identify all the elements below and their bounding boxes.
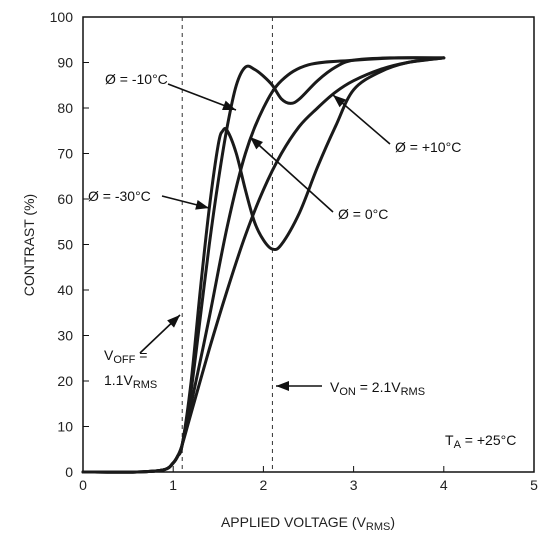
series-line-0 [81, 56, 446, 474]
arrow-zero-head [250, 137, 263, 150]
y-tick-labels: 0 10 20 30 40 50 60 70 80 90 100 [50, 9, 74, 480]
x-axis-title-main: APPLIED VOLTAGE (V [221, 514, 367, 530]
voff-v: V [104, 347, 114, 363]
ta-value: = +25°C [461, 432, 516, 448]
von-v: V [330, 379, 340, 395]
voff-rms: RMS [133, 379, 157, 391]
x-tick-label: 1 [169, 477, 177, 493]
y-tick-label: 30 [57, 328, 73, 344]
arrow-von-head [276, 381, 289, 391]
label-temperature: TA = +25°C [445, 432, 516, 451]
y-axis-title: CONTRAST (%) [21, 194, 37, 296]
voff-eq: = [135, 347, 147, 363]
label-minus10: Ø = -10°C [105, 71, 168, 87]
label-voff-line2: 1.1VRMS [104, 372, 157, 391]
reference-lines [181, 17, 273, 472]
x-tick-label: 3 [350, 477, 358, 493]
y-tick-label: 100 [50, 9, 74, 25]
x-tick-label: 5 [530, 477, 538, 493]
series-line-2 [81, 56, 446, 474]
arrow-minus30-head [195, 199, 209, 210]
series-line-3 [81, 56, 446, 474]
voff-value: 1.1V [104, 372, 133, 388]
arrow-voff-head [167, 315, 180, 328]
y-tick-label: 40 [57, 282, 73, 298]
von-sub: ON [339, 386, 356, 398]
y-tick-label: 70 [57, 146, 73, 162]
series-line-1 [81, 56, 446, 474]
arrow-minus10-head [222, 100, 236, 111]
x-tick-label: 2 [260, 477, 268, 493]
label-plus10: Ø = +10°C [395, 139, 461, 155]
x-axis-title-sub: RMS [366, 521, 390, 533]
voff-sub: OFF [113, 354, 135, 366]
von-value: = 2.1V [356, 379, 401, 395]
x-tick-labels: 0 1 2 3 4 5 [79, 477, 538, 493]
label-von: VON = 2.1VRMS [330, 379, 425, 398]
x-tick-label: 0 [79, 477, 87, 493]
label-zero: Ø = 0°C [338, 206, 388, 222]
ta-sub: A [454, 439, 462, 451]
y-tick-label: 80 [57, 100, 73, 116]
x-axis-title: APPLIED VOLTAGE (VRMS) [221, 514, 395, 533]
x-tick-label: 4 [440, 477, 448, 493]
y-tick-label: 50 [57, 237, 73, 253]
annotation-arrows [139, 83, 391, 391]
von-rms: RMS [401, 386, 425, 398]
axis-ticks [82, 16, 535, 473]
arrow-zero-shaft [249, 136, 334, 213]
y-tick-label: 20 [57, 373, 73, 389]
y-tick-label: 10 [57, 419, 73, 435]
label-minus30: Ø = -30°C [88, 188, 151, 204]
series-curves [81, 56, 446, 474]
y-tick-label: 90 [57, 55, 73, 71]
x-axis-title-tail: ) [390, 514, 395, 530]
y-tick-label: 0 [65, 464, 73, 480]
ta-t: T [445, 432, 454, 448]
y-tick-label: 60 [57, 191, 73, 207]
label-voff-line1: VOFF = [104, 347, 147, 366]
arrow-plus10-head [333, 95, 347, 108]
